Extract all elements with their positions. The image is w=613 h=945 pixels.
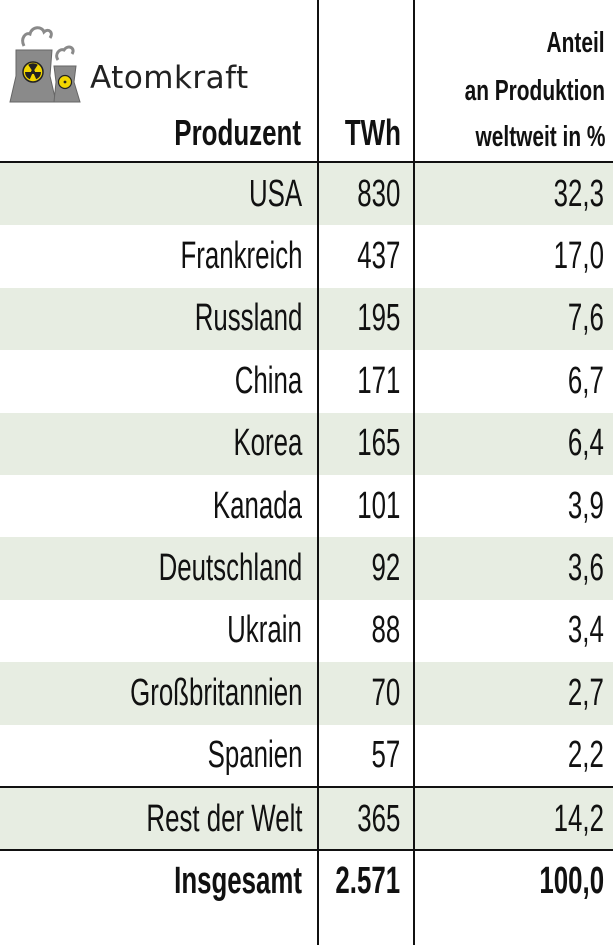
producer-cell: USA bbox=[248, 172, 302, 215]
total-twh: 2.571 bbox=[335, 859, 400, 902]
share-cell: 3,9 bbox=[568, 484, 604, 527]
column-divider-1 bbox=[317, 0, 319, 945]
share-cell: 2,7 bbox=[568, 671, 604, 714]
twh-cell: 101 bbox=[356, 484, 400, 527]
share-cell: 6,7 bbox=[568, 359, 604, 402]
table-row: Russland 195 7,6 bbox=[0, 287, 613, 351]
twh-cell: 437 bbox=[356, 235, 400, 278]
share-cell: 7,6 bbox=[568, 297, 604, 340]
twh-cell: 57 bbox=[371, 734, 400, 777]
header-divider bbox=[0, 161, 613, 163]
table-row: Großbritannien 70 2,7 bbox=[0, 662, 613, 725]
producer-cell: Rest der Welt bbox=[145, 797, 302, 840]
table-body: USA 830 32,3 Frankreich 437 17,0 Russlan… bbox=[0, 163, 613, 913]
table-row-rest: Rest der Welt 365 14,2 bbox=[0, 787, 613, 851]
share-cell: 3,4 bbox=[568, 609, 604, 652]
nuclear-power-plant-icon bbox=[9, 26, 81, 103]
table-row: China 171 6,7 bbox=[0, 350, 613, 412]
share-cell: 3,6 bbox=[568, 547, 604, 590]
twh-cell: 92 bbox=[371, 547, 400, 590]
column-header-share-line1: Anteil bbox=[546, 27, 605, 59]
producer-cell: Großbritannien bbox=[129, 671, 302, 714]
table-row: Korea 165 6,4 bbox=[0, 412, 613, 475]
brand-title: Atomkraft bbox=[90, 60, 249, 96]
producer-cell: Frankreich bbox=[179, 235, 302, 278]
producer-cell: Russland bbox=[194, 297, 302, 340]
table-row-total: Insgesamt 2.571 100,0 bbox=[0, 850, 613, 912]
producer-cell: Spanien bbox=[207, 734, 302, 777]
twh-cell: 830 bbox=[356, 172, 400, 215]
share-cell: 14,2 bbox=[553, 797, 604, 840]
column-header-share-line3: weltweit in % bbox=[475, 121, 605, 153]
total-label: Insgesamt bbox=[174, 859, 302, 902]
table-row: Kanada 101 3,9 bbox=[0, 475, 613, 537]
twh-cell: 88 bbox=[371, 609, 400, 652]
column-divider-2 bbox=[413, 0, 415, 945]
twh-cell: 195 bbox=[356, 297, 400, 340]
rest-divider bbox=[0, 786, 613, 788]
share-cell: 6,4 bbox=[568, 422, 604, 465]
total-divider bbox=[0, 849, 613, 851]
column-header-share-line2: an Produktion bbox=[464, 75, 605, 107]
twh-cell: 171 bbox=[356, 359, 400, 402]
share-cell: 32,3 bbox=[553, 172, 604, 215]
table-row: USA 830 32,3 bbox=[0, 163, 613, 226]
producer-cell: Deutschland bbox=[158, 547, 302, 590]
table-row: Ukrain 88 3,4 bbox=[0, 600, 613, 662]
column-header-twh: TWh bbox=[344, 112, 401, 153]
producer-cell: Korea bbox=[233, 422, 302, 465]
table-row: Deutschland 92 3,6 bbox=[0, 537, 613, 600]
share-cell: 2,2 bbox=[568, 734, 604, 777]
table-row: Spanien 57 2,2 bbox=[0, 725, 613, 787]
producer-cell: Ukrain bbox=[227, 609, 302, 652]
share-cell: 17,0 bbox=[553, 235, 604, 278]
total-share: 100,0 bbox=[539, 859, 604, 902]
table-header: Atomkraft Produzent TWh Anteil an Produk… bbox=[0, 0, 613, 162]
twh-cell: 365 bbox=[356, 797, 400, 840]
twh-cell: 165 bbox=[356, 422, 400, 465]
table-row: Frankreich 437 17,0 bbox=[0, 225, 613, 287]
twh-cell: 70 bbox=[371, 671, 400, 714]
column-header-producer: Produzent bbox=[174, 112, 301, 153]
producer-cell: China bbox=[234, 359, 302, 402]
producer-cell: Kanada bbox=[212, 484, 302, 527]
